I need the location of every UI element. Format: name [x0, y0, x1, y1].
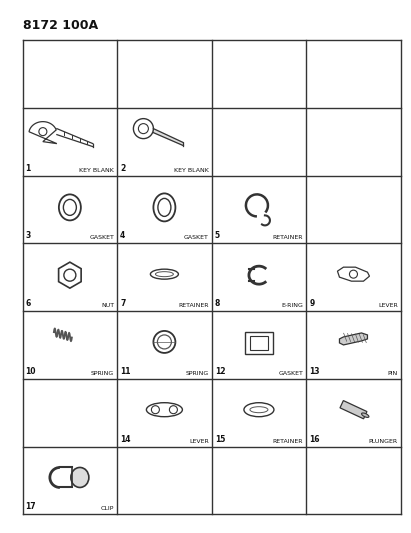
Text: 10: 10 [25, 367, 36, 376]
Text: 14: 14 [120, 434, 131, 443]
Bar [245, 332, 273, 354]
Text: RETAINER: RETAINER [272, 235, 303, 240]
Text: 7: 7 [120, 299, 125, 308]
Polygon shape [153, 128, 183, 146]
Ellipse shape [71, 467, 89, 488]
Text: 16: 16 [309, 434, 320, 443]
Text: 15: 15 [215, 434, 225, 443]
Text: RETAINER: RETAINER [272, 439, 303, 443]
Text: NUT: NUT [101, 303, 114, 308]
Polygon shape [57, 128, 93, 147]
Text: 13: 13 [309, 367, 320, 376]
Text: PLUNGER: PLUNGER [369, 439, 398, 443]
Text: 9: 9 [309, 299, 314, 308]
Text: E-RING: E-RING [281, 303, 303, 308]
Text: 5: 5 [215, 231, 220, 240]
Text: 3: 3 [25, 231, 31, 240]
Text: 1: 1 [25, 164, 31, 173]
Text: 2: 2 [120, 164, 125, 173]
Text: KEY BLANK: KEY BLANK [174, 167, 209, 173]
Text: LEVER: LEVER [189, 439, 209, 443]
Polygon shape [340, 401, 367, 419]
Text: GASKET: GASKET [89, 235, 114, 240]
Text: 8172 100A: 8172 100A [23, 19, 98, 31]
Text: LEVER: LEVER [378, 303, 398, 308]
Bar [250, 336, 268, 350]
Ellipse shape [362, 413, 369, 417]
Text: PIN: PIN [388, 371, 398, 376]
Text: 12: 12 [215, 367, 225, 376]
Text: 8: 8 [215, 299, 220, 308]
Text: 6: 6 [25, 299, 31, 308]
Polygon shape [339, 333, 367, 345]
Text: 11: 11 [120, 367, 131, 376]
Text: RETAINER: RETAINER [178, 303, 209, 308]
Text: CLIP: CLIP [101, 506, 114, 511]
Text: GASKET: GASKET [278, 371, 303, 376]
Text: 17: 17 [25, 502, 36, 511]
Text: KEY BLANK: KEY BLANK [79, 167, 114, 173]
Text: 4: 4 [120, 231, 125, 240]
Text: SPRING: SPRING [91, 371, 114, 376]
Text: SPRING: SPRING [185, 371, 209, 376]
Text: GASKET: GASKET [184, 235, 209, 240]
